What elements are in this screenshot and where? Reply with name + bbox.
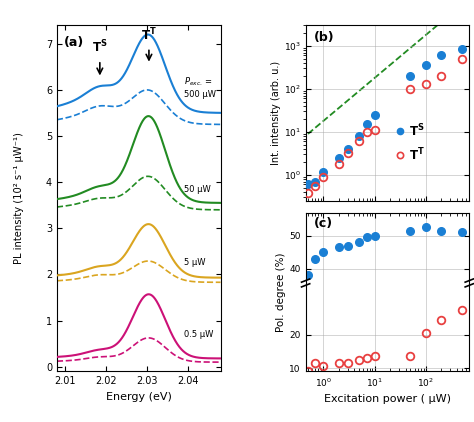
Y-axis label: Int. intensity (arb. u.): Int. intensity (arb. u.) xyxy=(271,61,281,165)
Text: $\mathbf{T^T}$: $\mathbf{T^T}$ xyxy=(141,27,157,44)
X-axis label: Excitation power ( μW): Excitation power ( μW) xyxy=(324,394,451,404)
Text: $\mathbf{T^S}$: $\mathbf{T^S}$ xyxy=(409,122,424,139)
X-axis label: Energy (eV): Energy (eV) xyxy=(106,392,172,402)
Text: (a): (a) xyxy=(64,36,84,49)
Text: $P_{exc.}=$
500 μW: $P_{exc.}=$ 500 μW xyxy=(184,76,216,100)
Text: $\mathbf{T^T}$: $\mathbf{T^T}$ xyxy=(409,147,425,163)
Text: (c): (c) xyxy=(314,217,333,230)
Y-axis label: PL intensity (10² s⁻¹ μW⁻¹): PL intensity (10² s⁻¹ μW⁻¹) xyxy=(14,133,24,264)
Text: (b): (b) xyxy=(314,30,335,43)
Text: 50 μW: 50 μW xyxy=(184,184,210,194)
Text: 0.5 μW: 0.5 μW xyxy=(184,330,213,339)
Text: 5 μW: 5 μW xyxy=(184,258,205,268)
Y-axis label: Pol. degree (%): Pol. degree (%) xyxy=(276,252,286,332)
Text: $\mathbf{T^S}$: $\mathbf{T^S}$ xyxy=(92,39,108,55)
